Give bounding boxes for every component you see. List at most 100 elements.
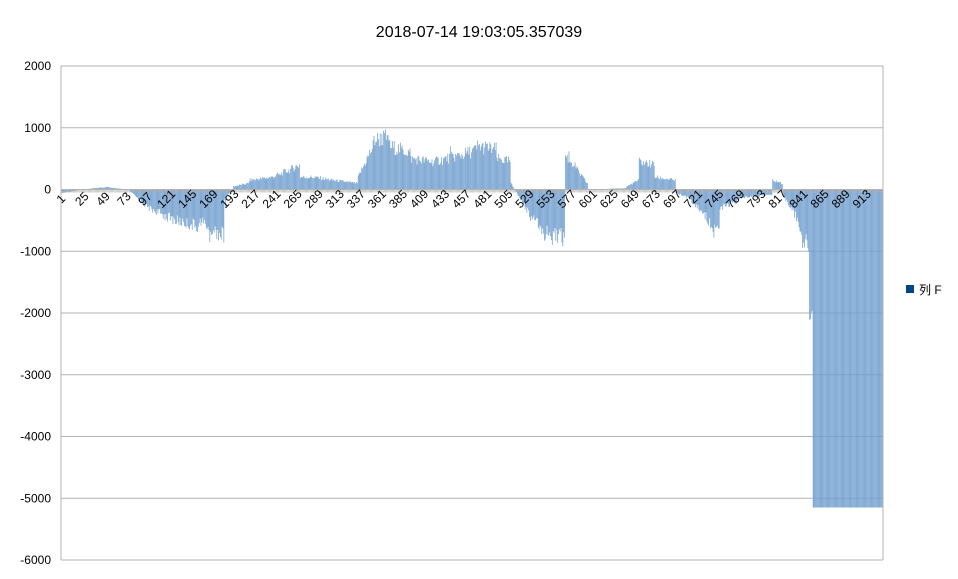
bar [545,189,547,234]
bar [544,189,545,241]
bar [746,189,748,198]
bar [246,183,248,190]
bar [204,189,205,220]
bar [310,175,312,190]
bar [284,169,286,190]
bar [641,164,643,190]
bar [212,189,214,231]
bar [767,189,769,195]
bar [289,173,291,190]
bar [185,189,187,228]
bar [719,189,721,210]
bar [350,182,352,190]
bar [524,189,526,210]
bar [576,166,578,190]
bar [770,189,772,196]
bar [408,151,410,190]
bar [298,167,299,190]
bar [412,156,414,190]
bar [836,189,838,508]
bar [841,189,843,508]
bar [698,189,700,210]
bar [629,184,630,190]
bar [731,189,733,203]
bar [443,158,444,190]
bar [175,189,176,224]
bar [279,175,281,190]
bar [109,187,111,190]
bar [190,189,191,226]
bar [257,179,259,190]
bar [575,168,577,190]
bar [137,189,139,199]
bar [212,189,213,234]
bar [315,177,317,190]
bar [106,186,108,190]
bar [511,184,513,190]
bar [644,164,645,190]
bar [538,189,540,230]
bar [740,189,742,199]
bar [565,157,567,190]
bar [361,167,363,190]
bar [270,176,272,190]
bar [93,188,95,190]
bar [330,179,332,190]
bar [479,143,480,190]
bar [245,184,247,190]
bar [558,189,559,235]
bar [404,154,406,190]
bar [484,147,486,190]
bar [622,188,623,190]
bar [320,180,322,190]
bar [872,189,874,508]
bar [107,187,109,190]
bar [269,176,270,190]
bar [424,159,426,190]
bar [735,189,737,205]
bar [280,174,282,190]
bar [817,189,818,508]
bar [816,189,818,508]
bar [474,144,476,190]
bar [147,189,148,208]
bar [252,180,254,190]
bar [637,179,639,190]
bar [699,189,701,213]
bar [523,189,525,203]
x-tick-label: 649 [618,187,642,211]
bar [863,189,865,508]
bar [448,163,450,190]
bar [392,147,394,190]
bar [553,189,555,233]
bar [565,155,566,190]
bar [777,181,779,190]
bar [493,142,495,190]
bar [265,178,267,190]
bar [349,181,351,190]
bar [696,189,698,209]
bar [301,177,303,190]
bar [861,189,862,508]
bar [573,166,575,190]
bar [734,189,736,203]
bar [379,133,381,190]
bar [581,175,583,190]
bar [500,158,501,190]
bar [260,177,262,190]
bar [398,144,399,190]
bar [494,150,496,190]
bar [399,152,400,190]
bar [214,189,216,227]
bar [309,177,311,190]
bar [703,189,705,213]
bar [642,165,644,190]
bar [753,189,755,196]
bar [261,178,262,190]
bar [774,182,776,190]
bar [510,182,512,190]
bar [136,189,138,198]
bar [325,177,327,190]
grid [61,65,883,561]
bar [383,130,385,190]
